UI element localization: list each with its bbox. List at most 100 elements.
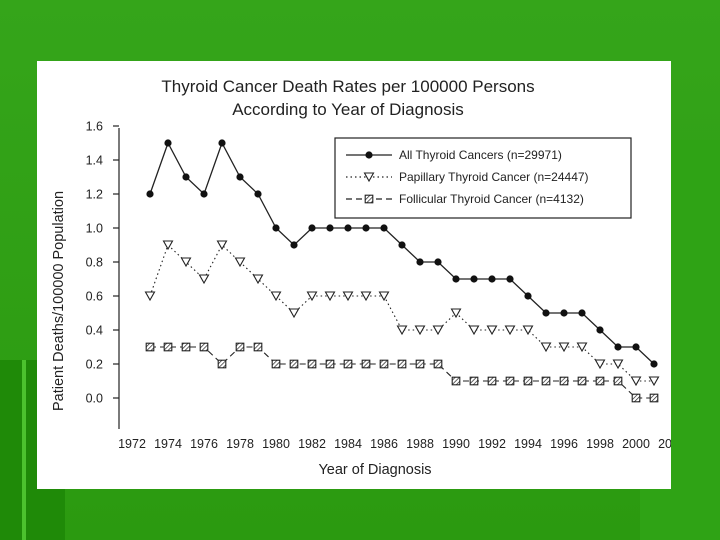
data-point-follicular <box>289 359 299 369</box>
series-line-papillary <box>149 244 654 382</box>
data-point-follicular <box>505 376 515 386</box>
data-point-all <box>308 224 316 232</box>
data-point-follicular <box>451 376 461 386</box>
data-point-follicular <box>361 359 371 369</box>
x-tick-label: 1976 <box>190 437 218 451</box>
y-tick-label: 1.2 <box>86 188 103 202</box>
x-tick-label: 1982 <box>298 437 326 451</box>
x-tick-label: 1994 <box>514 437 542 451</box>
data-point-papillary <box>630 376 642 387</box>
data-point-all <box>362 224 370 232</box>
data-point-follicular <box>631 393 641 403</box>
y-tick-label: 1.0 <box>86 222 103 236</box>
y-tick-label: 0.0 <box>86 392 103 406</box>
data-point-papillary <box>324 291 336 302</box>
plot-area <box>144 139 660 403</box>
data-point-all <box>146 190 154 198</box>
data-point-all <box>344 224 352 232</box>
data-point-follicular <box>577 376 587 386</box>
y-axis: 0.0 0.2 0.4 0.6 0.8 1.0 1.2 1.4 1.6 <box>86 120 119 406</box>
data-point-papillary <box>468 325 480 336</box>
legend-swatch-follicular-marker <box>364 194 374 204</box>
data-point-papillary <box>396 325 408 336</box>
x-tick-label: 2000 <box>622 437 650 451</box>
data-point-papillary <box>360 291 372 302</box>
data-point-all <box>326 224 334 232</box>
data-point-all <box>380 224 388 232</box>
data-point-follicular <box>343 359 353 369</box>
data-point-all <box>542 309 550 317</box>
data-point-follicular <box>235 342 245 352</box>
legend-label-follicular: Follicular Thyroid Cancer (n=4132) <box>399 192 584 206</box>
data-point-follicular <box>559 376 569 386</box>
data-point-follicular <box>307 359 317 369</box>
series-line-follicular-group <box>145 342 659 403</box>
y-tick-label: 0.6 <box>86 290 103 304</box>
data-point-follicular <box>163 342 173 352</box>
data-point-papillary <box>486 325 498 336</box>
legend-swatch-papillary <box>346 172 392 183</box>
data-point-all <box>524 292 532 300</box>
data-point-follicular <box>523 376 533 386</box>
y-tick-label: 0.8 <box>86 256 103 270</box>
data-point-papillary <box>450 308 462 319</box>
legend-swatch-papillary-marker <box>363 172 375 183</box>
data-point-papillary <box>648 376 660 387</box>
x-tick-label: 2002 <box>658 437 671 451</box>
data-point-all <box>596 326 604 334</box>
data-point-follicular <box>415 359 425 369</box>
legend-label-papillary: Papillary Thyroid Cancer (n=24447) <box>399 170 589 184</box>
data-point-papillary <box>540 342 552 353</box>
x-tick-label: 1986 <box>370 437 398 451</box>
data-point-follicular <box>613 376 623 386</box>
x-axis-title: Year of Diagnosis <box>318 462 431 478</box>
x-tick-label: 1978 <box>226 437 254 451</box>
data-point-follicular <box>181 342 191 352</box>
x-tick-label: 1972 <box>118 437 146 451</box>
data-point-papillary <box>576 342 588 353</box>
y-tick-label: 0.4 <box>86 324 103 338</box>
data-point-papillary <box>594 359 606 370</box>
data-point-all <box>434 258 442 266</box>
data-point-follicular <box>397 359 407 369</box>
x-tick-label: 1990 <box>442 437 470 451</box>
data-point-follicular <box>271 359 281 369</box>
chart-card: Thyroid Cancer Death Rates per 100000 Pe… <box>37 61 671 489</box>
series-line-all-group <box>146 139 658 368</box>
data-point-all <box>488 275 496 283</box>
data-point-all <box>650 360 658 368</box>
x-tick-label: 1992 <box>478 437 506 451</box>
data-point-all <box>164 139 172 147</box>
data-point-all <box>254 190 262 198</box>
data-point-all <box>416 258 424 266</box>
data-point-follicular <box>595 376 605 386</box>
y-tick-label: 1.4 <box>86 154 103 168</box>
data-point-all <box>578 309 586 317</box>
data-point-papillary <box>306 291 318 302</box>
x-tick-label: 1980 <box>262 437 290 451</box>
data-point-papillary <box>414 325 426 336</box>
y-tick-label: 1.6 <box>86 120 103 134</box>
chart-subtitle: According to Year of Diagnosis <box>232 100 464 119</box>
x-tick-label: 1998 <box>586 437 614 451</box>
data-point-papillary <box>342 291 354 302</box>
data-point-follicular <box>541 376 551 386</box>
data-point-papillary <box>558 342 570 353</box>
data-point-papillary <box>234 257 246 268</box>
data-point-papillary <box>270 291 282 302</box>
data-point-follicular <box>433 359 443 369</box>
data-point-papillary <box>144 291 156 302</box>
data-point-all <box>560 309 568 317</box>
data-point-all <box>614 343 622 351</box>
data-point-papillary <box>216 240 228 251</box>
x-tick-label: 1988 <box>406 437 434 451</box>
data-point-follicular <box>487 376 497 386</box>
x-tick-label: 1984 <box>334 437 362 451</box>
chart-title: Thyroid Cancer Death Rates per 100000 Pe… <box>161 77 534 96</box>
data-point-papillary <box>288 308 300 319</box>
data-point-papillary <box>252 274 264 285</box>
legend-label-all: All Thyroid Cancers (n=29971) <box>399 148 562 162</box>
legend-swatch-all-marker <box>365 151 373 159</box>
data-point-papillary <box>162 240 174 251</box>
legend: All Thyroid Cancers (n=29971) Papillary … <box>334 137 632 219</box>
